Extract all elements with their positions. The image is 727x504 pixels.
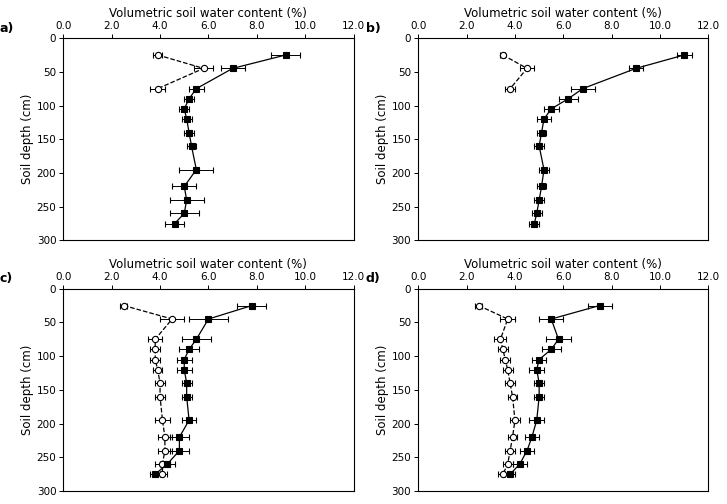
Text: b): b) [366,22,381,35]
Text: a): a) [0,22,14,35]
X-axis label: Volumetric soil water content (%): Volumetric soil water content (%) [110,7,308,20]
Text: c): c) [0,273,12,285]
Y-axis label: Soil depth (cm): Soil depth (cm) [21,94,34,184]
Text: d): d) [366,273,381,285]
X-axis label: Volumetric soil water content (%): Volumetric soil water content (%) [110,258,308,271]
Y-axis label: Soil depth (cm): Soil depth (cm) [21,345,34,435]
Y-axis label: Soil depth (cm): Soil depth (cm) [376,94,389,184]
X-axis label: Volumetric soil water content (%): Volumetric soil water content (%) [465,258,662,271]
Y-axis label: Soil depth (cm): Soil depth (cm) [376,345,389,435]
X-axis label: Volumetric soil water content (%): Volumetric soil water content (%) [465,7,662,20]
